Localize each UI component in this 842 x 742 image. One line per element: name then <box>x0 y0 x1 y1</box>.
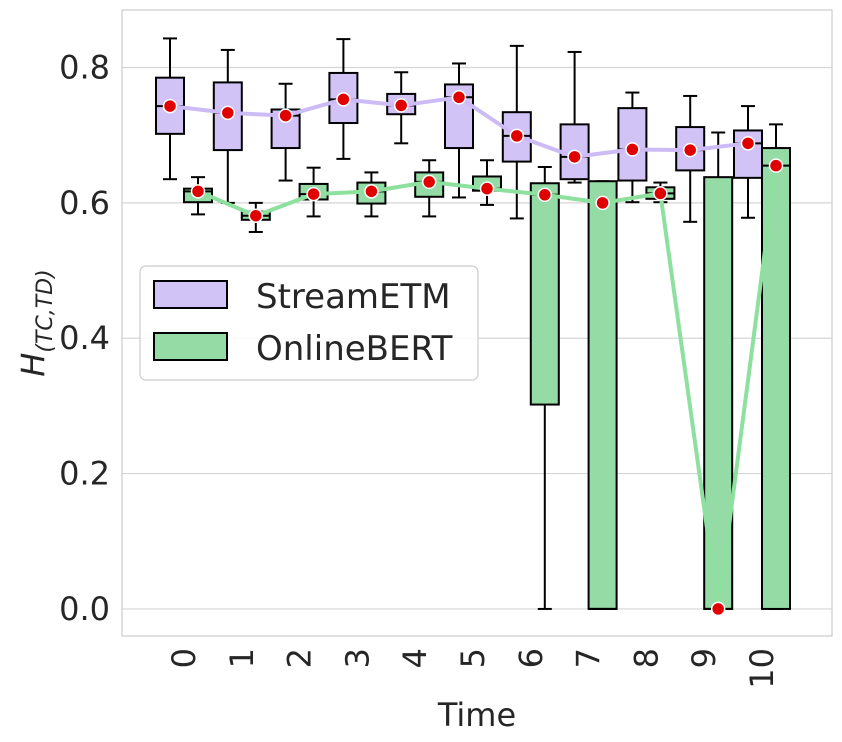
legend-label-streametm: StreamETM <box>256 277 451 317</box>
box-body <box>529 182 560 406</box>
box-onlinebert <box>761 123 791 610</box>
point-streametm <box>278 108 293 123</box>
point-streametm <box>336 92 351 107</box>
x-tick-label: 5 <box>454 648 492 668</box>
box-body <box>703 176 734 610</box>
box-body <box>587 180 618 610</box>
y-axis-label-main: H <box>14 353 52 377</box>
box-streametm <box>270 82 301 182</box>
point-streametm <box>740 136 756 151</box>
point-streametm <box>451 90 467 105</box>
box-streametm <box>444 62 474 199</box>
y-axis-ticks: 0.0 0.2 0.4 0.6 0.8 <box>59 49 110 628</box>
median-points <box>162 90 784 617</box>
point-streametm <box>220 105 236 121</box>
plot-frame <box>121 9 833 637</box>
point-streametm <box>625 142 640 157</box>
x-tick-label: 4 <box>396 648 434 668</box>
point-onlinebert <box>710 601 726 617</box>
box-onlinebert <box>703 131 734 610</box>
point-onlinebert <box>537 187 553 203</box>
point-streametm <box>393 98 409 113</box>
point-streametm <box>162 98 178 114</box>
box-streametm <box>617 91 648 204</box>
legend-swatch-streametm <box>153 280 228 309</box>
point-onlinebert <box>595 195 610 211</box>
y-tick-label: 0.6 <box>59 184 110 222</box>
point-streametm <box>509 128 525 144</box>
x-tick-label: 1 <box>223 648 261 668</box>
point-onlinebert <box>248 208 264 223</box>
box-onlinebert <box>529 166 560 610</box>
point-onlinebert <box>306 186 321 202</box>
x-tick-label: 9 <box>685 648 723 668</box>
x-tick-label: 2 <box>281 648 319 668</box>
point-streametm <box>567 149 582 165</box>
y-tick-label: 0.4 <box>59 319 110 357</box>
box-onlinebert <box>587 180 618 610</box>
y-tick-label: 0.0 <box>59 590 110 628</box>
x-axis-ticks: 0 1 2 3 4 5 6 7 8 9 10 <box>165 648 781 689</box>
svg-text:H(TC,TD): H(TC,TD) <box>14 269 58 376</box>
legend-swatch-onlinebert <box>153 332 228 361</box>
point-onlinebert <box>653 186 668 201</box>
box-streametm <box>733 105 763 219</box>
legend: StreamETM OnlineBERT <box>139 265 479 381</box>
y-tick-label: 0.8 <box>59 49 110 87</box>
point-onlinebert <box>364 184 379 199</box>
x-tick-label: 0 <box>165 648 203 668</box>
x-tick-label: 8 <box>627 648 665 668</box>
box-streametm <box>212 48 243 204</box>
line-onlinebert <box>197 165 778 611</box>
point-onlinebert <box>190 184 206 199</box>
point-onlinebert <box>768 158 784 173</box>
x-tick-label: 6 <box>512 648 550 668</box>
point-streametm <box>682 142 698 158</box>
y-axis-label-sub: (TC,TD) <box>33 269 58 352</box>
x-axis-label: Time <box>437 696 516 734</box>
y-axis-label: H(TC,TD) <box>14 269 58 376</box>
point-onlinebert <box>421 174 437 190</box>
box-body <box>761 147 791 610</box>
legend-label-onlinebert: OnlineBERT <box>256 329 453 369</box>
x-tick-label: 7 <box>570 648 608 668</box>
y-tick-label: 0.2 <box>59 455 110 493</box>
point-onlinebert <box>479 181 495 196</box>
x-tick-label: 3 <box>338 648 376 668</box>
x-tick-label: 10 <box>743 648 781 689</box>
